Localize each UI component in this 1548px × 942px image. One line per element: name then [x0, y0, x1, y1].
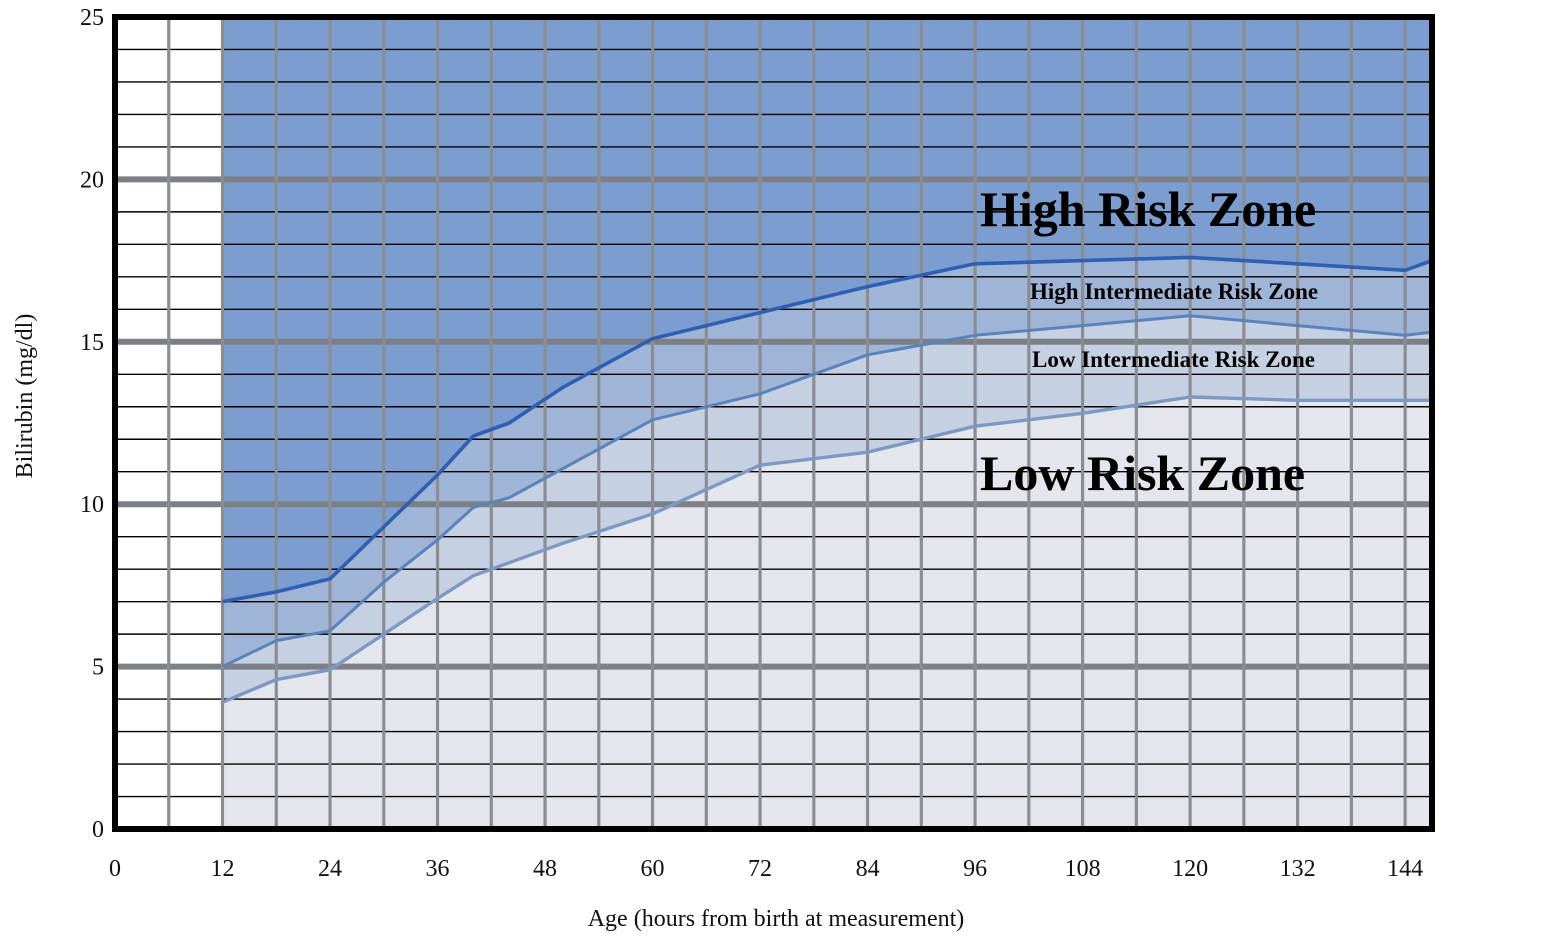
y-tick-label: 5	[92, 655, 104, 681]
series-line-2	[221, 314, 1433, 668]
risk-lines	[221, 255, 1433, 704]
x-tick-label: 48	[533, 856, 557, 882]
zone-label-high-intermediate: High Intermediate Risk Zone	[1030, 279, 1318, 304]
y-tick-label: 0	[92, 817, 104, 843]
grid	[115, 17, 1432, 829]
axis-ticks: 0 12 24 36 48 60 72 84 96 108 120 132 144 0 5 10 15 20 25	[80, 5, 1423, 882]
zone-label-low-intermediate: Low Intermediate Risk Zone	[1032, 347, 1315, 372]
x-tick-label: 132	[1280, 856, 1316, 882]
x-tick-label: 72	[748, 856, 772, 882]
y-tick-label: 20	[80, 167, 104, 193]
x-tick-label: 120	[1172, 856, 1208, 882]
x-tick-label: 36	[426, 856, 450, 882]
y-tick-label: 25	[80, 5, 104, 31]
x-tick-label: 0	[109, 856, 121, 882]
series-line-3	[221, 395, 1432, 704]
x-tick-label: 144	[1387, 856, 1423, 882]
y-tick-label: 15	[80, 330, 104, 356]
x-tick-label: 24	[318, 856, 342, 882]
x-tick-label: 108	[1065, 856, 1101, 882]
risk-zones	[222, 17, 1432, 829]
y-tick-label: 10	[80, 492, 104, 518]
zone-low-intermediate	[222, 315, 1432, 703]
x-tick-label: 84	[856, 856, 880, 882]
x-axis-title: Age (hours from birth at measurement)	[588, 906, 965, 932]
zone-label-high-risk: High Risk Zone	[980, 181, 1316, 237]
x-tick-label: 96	[963, 856, 987, 882]
plot-frame	[112, 14, 1435, 832]
zone-high-risk	[222, 17, 1432, 602]
zone-label-low-risk: Low Risk Zone	[980, 445, 1305, 501]
x-tick-label: 12	[211, 856, 235, 882]
x-tick-label: 60	[641, 856, 665, 882]
series-line-1	[222, 255, 1433, 604]
y-axis-title: Bilirubin (mg/dl)	[12, 314, 38, 479]
